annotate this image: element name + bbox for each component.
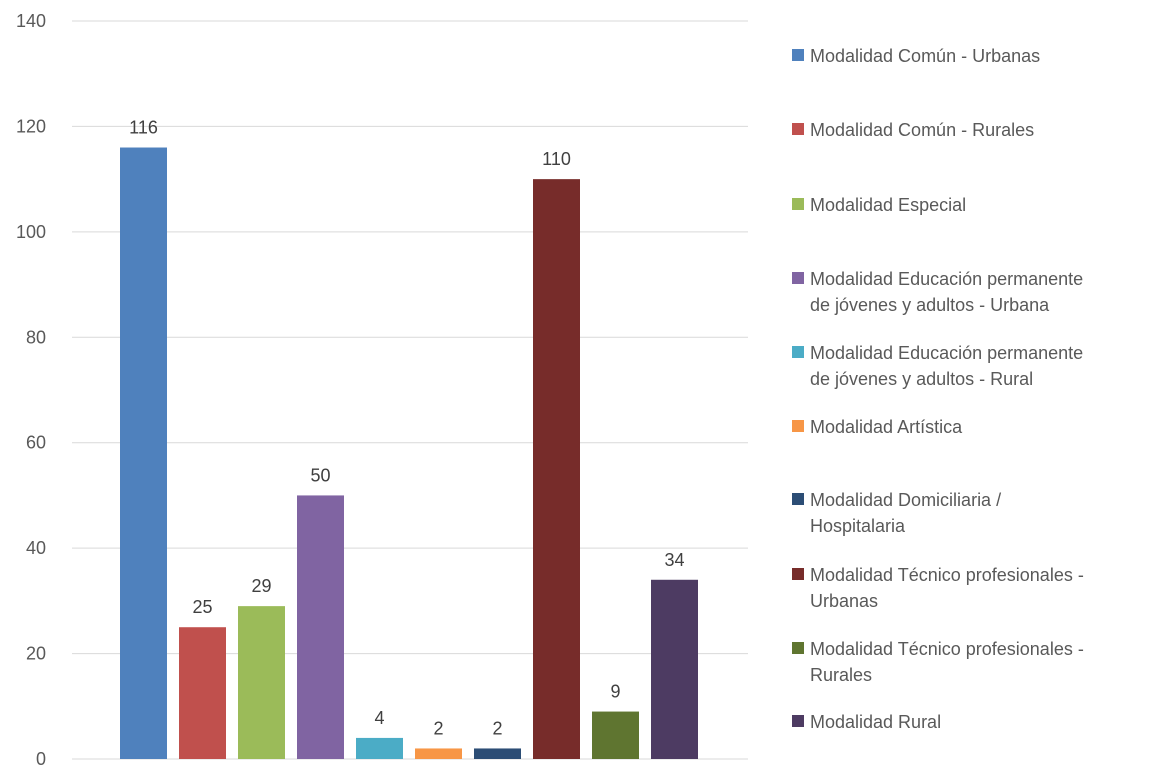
y-tick-label: 80 — [26, 327, 46, 347]
bar — [356, 737, 403, 759]
legend-label-line: Urbanas — [810, 591, 879, 611]
bar — [474, 748, 521, 759]
legend-swatch — [792, 493, 804, 505]
legend-swatch — [792, 568, 804, 580]
legend-label-line: Hospitalaria — [810, 516, 906, 536]
legend-label-line: Modalidad Rural — [810, 712, 942, 732]
bar — [415, 748, 462, 759]
legend-item: Modalidad Técnico profesionales - Urbanas — [792, 562, 1150, 614]
legend-label: Modalidad Técnico profesionales - Urbanas — [810, 562, 1150, 614]
bar — [179, 627, 226, 759]
data-label: 2 — [492, 718, 502, 738]
legend-label-line: Modalidad Artística — [810, 417, 963, 437]
data-label: 50 — [310, 465, 330, 485]
legend-label: Modalidad Especial — [810, 192, 1150, 218]
legend-item: Modalidad Domiciliaria / Hospitalaria — [792, 487, 1150, 539]
legend-swatch — [792, 346, 804, 358]
legend-label: Modalidad Educación permanente de jóvenes… — [810, 340, 1150, 392]
data-label: 34 — [664, 550, 684, 570]
legend-label: Modalidad Rural — [810, 709, 1150, 735]
y-tick-label: 120 — [16, 116, 46, 136]
legend-item: Modalidad Rural — [792, 709, 1150, 735]
data-label: 9 — [610, 682, 620, 702]
y-tick-label: 40 — [26, 538, 46, 558]
bar — [651, 579, 698, 759]
legend-label: Modalidad Domiciliaria / Hospitalaria — [810, 487, 1150, 539]
legend-label: Modalidad Técnico profesionales - Rurales — [810, 636, 1150, 688]
legend-item: Modalidad Educación permanente de jóvenes… — [792, 340, 1150, 392]
legend-swatch — [792, 123, 804, 135]
legend-swatch — [792, 642, 804, 654]
y-tick-label: 60 — [26, 433, 46, 453]
data-label: 2 — [433, 718, 443, 738]
legend-label: Modalidad Común - Urbanas — [810, 43, 1150, 69]
legend-label: Modalidad Educación permanente de jóvenes… — [810, 266, 1150, 318]
data-label: 4 — [374, 708, 384, 728]
legend: Modalidad Común - Urbanas Modalidad Común… — [792, 0, 1157, 769]
bars — [120, 147, 698, 760]
legend-swatch — [792, 49, 804, 61]
bar — [533, 179, 580, 760]
legend-item: Modalidad Especial — [792, 192, 1150, 218]
y-tick-label: 100 — [16, 222, 46, 242]
legend-label-line: Modalidad Técnico profesionales - — [810, 639, 1084, 659]
legend-swatch — [792, 198, 804, 210]
bar-chart: 0 20 40 60 80 100 120 140 116 25 29 50 4 2 2 110 9 34 — [16, 11, 748, 769]
legend-label-line: Modalidad Técnico profesionales - — [810, 565, 1084, 585]
y-tick-label: 140 — [16, 11, 46, 31]
data-label: 116 — [129, 118, 158, 138]
data-label: 29 — [251, 576, 271, 596]
bar — [297, 495, 344, 759]
legend-item: Modalidad Artística — [792, 414, 1150, 440]
y-axis-tick-labels: 0 20 40 60 80 100 120 140 — [16, 11, 46, 769]
bar — [592, 711, 639, 759]
legend-label-line: de jóvenes y adultos - Rural — [810, 369, 1034, 389]
legend-item: Modalidad Técnico profesionales - Rurales — [792, 636, 1150, 688]
legend-item: Modalidad Común - Urbanas — [792, 43, 1150, 69]
legend-swatch — [792, 420, 804, 432]
legend-swatch — [792, 272, 804, 284]
data-label: 25 — [192, 597, 212, 617]
legend-swatch — [792, 715, 804, 727]
legend-label-line: Modalidad Educación permanente — [810, 343, 1084, 363]
y-tick-label: 20 — [26, 644, 46, 664]
legend-label-line: Modalidad Educación permanente — [810, 269, 1084, 289]
bar — [120, 147, 167, 759]
bar — [238, 606, 285, 759]
data-label: 110 — [542, 149, 571, 169]
legend-label: Modalidad Artística — [810, 414, 1150, 440]
y-tick-label: 0 — [36, 749, 46, 769]
legend-label-line: Modalidad Común - Rurales — [810, 120, 1035, 140]
gridlines — [72, 20, 748, 760]
legend-label-line: Rurales — [810, 665, 873, 685]
data-labels: 116 25 29 50 4 2 2 110 9 34 — [129, 118, 684, 739]
legend-item: Modalidad Común - Rurales — [792, 117, 1150, 143]
legend-item: Modalidad Educación permanente de jóvenes… — [792, 266, 1150, 318]
legend-label-line: Modalidad Especial — [810, 195, 967, 215]
legend-label: Modalidad Común - Rurales — [810, 117, 1150, 143]
legend-label-line: Modalidad Domiciliaria / — [810, 490, 1002, 510]
legend-label-line: Modalidad Común - Urbanas — [810, 46, 1041, 66]
legend-label-line: de jóvenes y adultos - Urbana — [810, 295, 1050, 315]
